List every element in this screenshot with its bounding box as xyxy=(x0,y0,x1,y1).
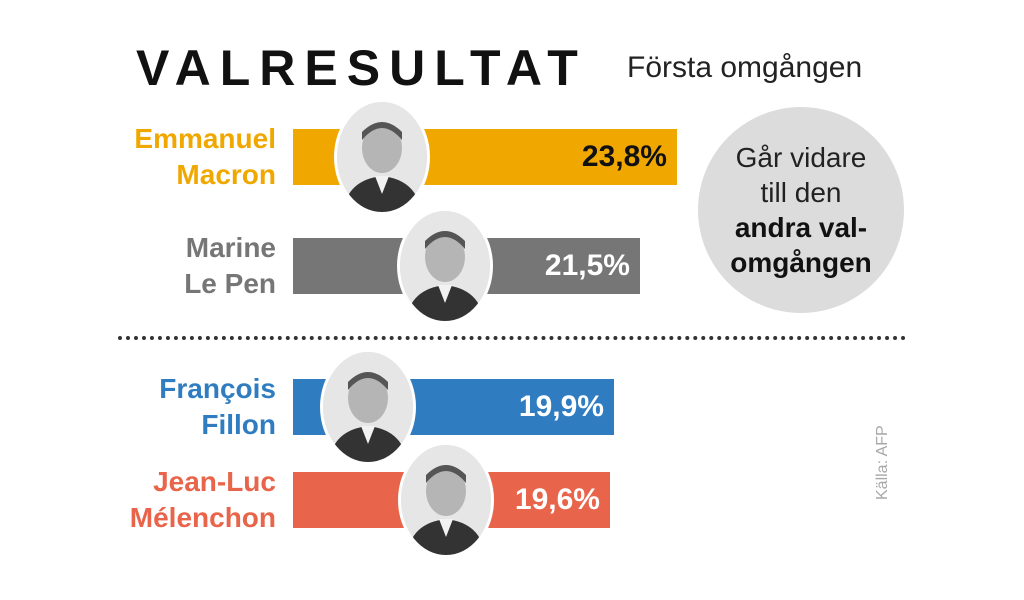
bubble-line-4: omgången xyxy=(730,247,872,278)
chart-title: VALRESULTAT xyxy=(136,40,587,96)
candidate-first-name: Marine xyxy=(185,232,276,263)
advance-note-bubble: Går vidare till den andra val- omgången xyxy=(698,107,904,313)
value-label-fillon: 19,9% xyxy=(518,390,604,423)
candidate-name-melenchon: Jean-Luc Mélenchon xyxy=(16,464,276,536)
value-label-melenchon: 19,6% xyxy=(514,483,600,516)
candidate-last-name: Mélenchon xyxy=(129,502,276,533)
portrait-macron xyxy=(334,99,430,215)
value-label-lepen: 21,5% xyxy=(544,249,630,282)
cutoff-divider xyxy=(118,336,906,340)
value-label-macron: 23,8% xyxy=(581,140,667,173)
portrait-melenchon xyxy=(398,442,494,558)
candidate-last-name: Le Pen xyxy=(184,268,276,299)
bubble-line-3: andra val- xyxy=(734,212,868,243)
candidate-first-name: Jean-Luc xyxy=(153,466,276,497)
candidate-name-macron: Emmanuel Macron xyxy=(16,121,276,193)
bubble-line-2: till den xyxy=(760,177,842,208)
portrait-fillon xyxy=(320,349,416,465)
bubble-line-1: Går vidare xyxy=(735,142,867,173)
candidate-last-name: Macron xyxy=(176,159,276,190)
candidate-first-name: Emmanuel xyxy=(134,123,276,154)
chart-subtitle: Första omgången xyxy=(627,51,863,84)
source-note: Källa: AFP xyxy=(874,425,891,500)
candidate-last-name: Fillon xyxy=(201,409,276,440)
candidate-first-name: François xyxy=(159,373,276,404)
candidate-name-lepen: Marine Le Pen xyxy=(16,230,276,302)
portrait-lepen xyxy=(397,208,493,324)
candidate-name-fillon: François Fillon xyxy=(16,371,276,443)
